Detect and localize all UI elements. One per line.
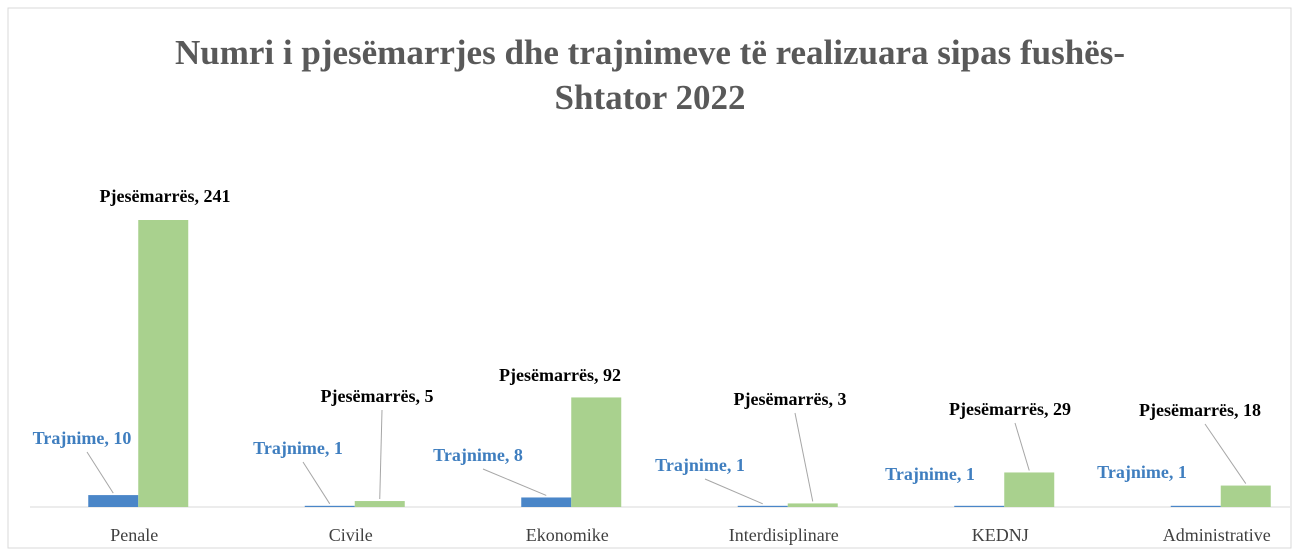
leader-line — [794, 412, 814, 502]
data-label: Pjesëmarrës, 5 — [321, 386, 434, 406]
leader-line — [704, 478, 763, 505]
bar — [1170, 505, 1221, 507]
bar — [138, 220, 189, 507]
x-tick-label: Civile — [329, 525, 373, 545]
bar — [88, 495, 139, 507]
data-label: Pjesëmarrës, 92 — [499, 365, 621, 385]
data-label: Pjesëmarrës, 29 — [949, 399, 1071, 419]
chart-frame — [7, 7, 1292, 549]
bar — [571, 397, 622, 507]
data-label: Trajnime, 10 — [33, 428, 132, 448]
bar — [1220, 485, 1271, 507]
bar — [1004, 472, 1055, 507]
chart-title: Numri i pjesëmarrjes dhe trajnimeve të r… — [175, 33, 1125, 72]
leader-line — [379, 409, 383, 500]
bar — [737, 505, 788, 507]
leader-line — [1014, 422, 1030, 471]
data-label: Pjesëmarrës, 3 — [734, 389, 847, 409]
chart-title-line2: Shtator 2022 — [555, 78, 746, 117]
leader-line — [86, 451, 114, 494]
bar — [304, 505, 355, 507]
x-tick-label: KEDNJ — [972, 525, 1029, 545]
data-label: Trajnime, 1 — [253, 438, 343, 458]
x-tick-label: Ekonomike — [526, 525, 609, 545]
leader-line — [1204, 423, 1247, 484]
data-label: Trajnime, 1 — [1097, 462, 1187, 482]
bar — [521, 497, 572, 507]
data-label: Pjesëmarrës, 241 — [100, 186, 231, 206]
bar — [354, 501, 405, 507]
data-label: Pjesëmarrës, 18 — [1139, 400, 1261, 420]
leader-line — [482, 468, 547, 496]
x-tick-label: Administrative — [1163, 525, 1271, 545]
x-tick-label: Interdisiplinare — [729, 525, 839, 545]
data-label: Trajnime, 8 — [433, 445, 523, 465]
leader-line — [302, 461, 331, 505]
data-label: Trajnime, 1 — [655, 455, 745, 475]
x-tick-label: Penale — [110, 525, 158, 545]
bar — [787, 503, 838, 507]
data-label: Trajnime, 1 — [885, 464, 975, 484]
bar — [954, 505, 1005, 507]
